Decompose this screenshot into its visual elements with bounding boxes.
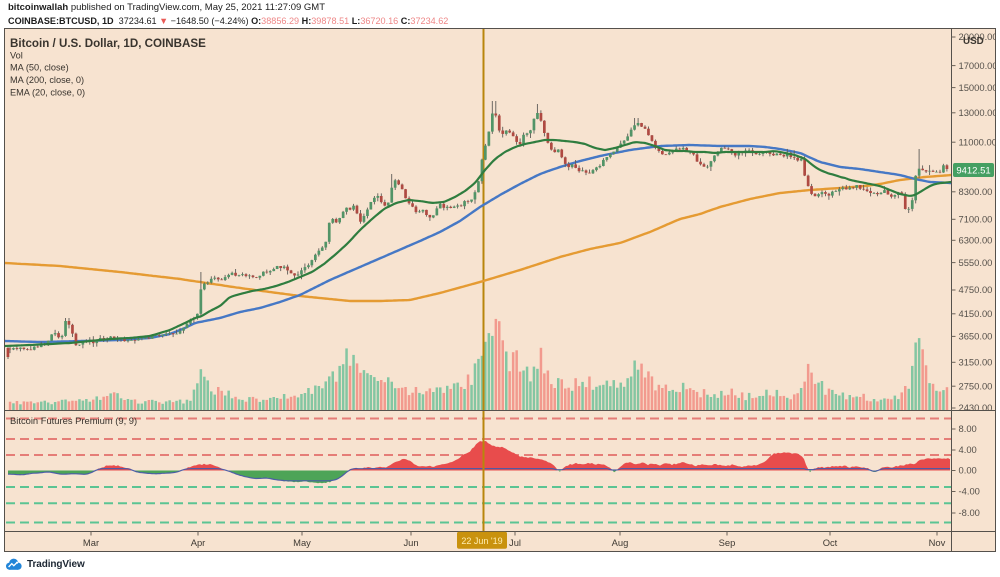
svg-text:4750.00: 4750.00 bbox=[959, 284, 993, 295]
svg-text:MA (200, close, 0): MA (200, close, 0) bbox=[10, 75, 84, 85]
svg-text:6300.00: 6300.00 bbox=[959, 235, 993, 246]
svg-text:Aug: Aug bbox=[612, 537, 629, 548]
svg-text:3650.00: 3650.00 bbox=[959, 331, 993, 342]
svg-text:11000.00: 11000.00 bbox=[959, 136, 996, 147]
svg-text:Apr: Apr bbox=[191, 537, 206, 548]
svg-text:2430.00: 2430.00 bbox=[959, 402, 993, 413]
svg-text:MA (50, close): MA (50, close) bbox=[10, 63, 69, 73]
svg-text:17000.00: 17000.00 bbox=[959, 60, 996, 71]
svg-text:Jun: Jun bbox=[403, 537, 418, 548]
svg-text:-8.00: -8.00 bbox=[959, 507, 980, 518]
svg-text:May: May bbox=[293, 537, 311, 548]
svg-text:Bitcoin Futures Premium (9, 9): Bitcoin Futures Premium (9, 9) bbox=[10, 415, 137, 426]
svg-text:8300.00: 8300.00 bbox=[959, 186, 993, 197]
svg-text:4.00: 4.00 bbox=[959, 444, 977, 455]
svg-text:2750.00: 2750.00 bbox=[959, 380, 993, 391]
svg-text:13000.00: 13000.00 bbox=[959, 107, 996, 118]
svg-text:Oct: Oct bbox=[823, 537, 838, 548]
svg-text:0.00: 0.00 bbox=[959, 465, 977, 476]
svg-text:5550.00: 5550.00 bbox=[959, 257, 993, 268]
svg-text:9412.51: 9412.51 bbox=[956, 165, 990, 176]
svg-text:Nov: Nov bbox=[929, 537, 946, 548]
svg-text:22 Jun '19: 22 Jun '19 bbox=[461, 536, 502, 546]
svg-text:8.00: 8.00 bbox=[959, 423, 977, 434]
svg-text:Sep: Sep bbox=[719, 537, 736, 548]
svg-text:Vol: Vol bbox=[10, 51, 23, 61]
svg-text:Bitcoin / U.S. Dollar, 1D, COI: Bitcoin / U.S. Dollar, 1D, COINBASE bbox=[10, 37, 206, 50]
svg-text:7100.00: 7100.00 bbox=[959, 214, 993, 225]
svg-text:4150.00: 4150.00 bbox=[959, 308, 993, 319]
svg-text:USD: USD bbox=[963, 36, 984, 47]
svg-text:EMA (20, close, 0): EMA (20, close, 0) bbox=[10, 88, 85, 98]
svg-text:3150.00: 3150.00 bbox=[959, 357, 993, 368]
svg-text:20000.00: 20000.00 bbox=[959, 31, 996, 42]
svg-text:Jul: Jul bbox=[509, 537, 521, 548]
svg-text:Mar: Mar bbox=[83, 537, 99, 548]
svg-text:15000.00: 15000.00 bbox=[959, 82, 996, 93]
svg-text:-4.00: -4.00 bbox=[959, 486, 980, 497]
